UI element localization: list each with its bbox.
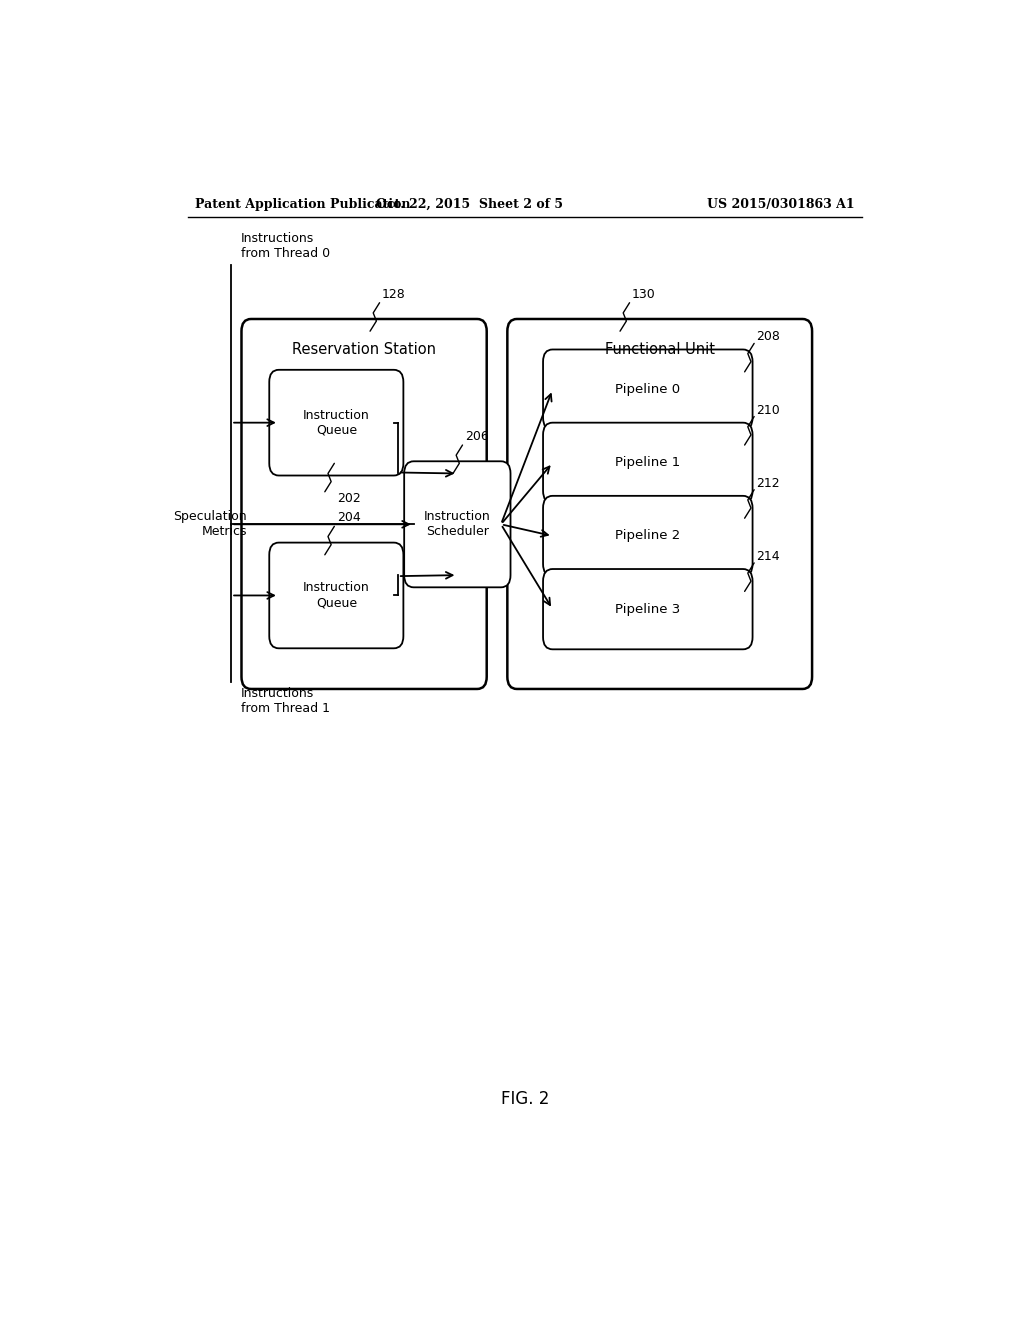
Text: Speculation
Metrics: Speculation Metrics [173,511,247,539]
FancyBboxPatch shape [269,543,403,648]
Text: Reservation Station: Reservation Station [292,342,436,356]
FancyBboxPatch shape [543,569,753,649]
Text: 210: 210 [757,404,780,417]
Text: 202: 202 [337,492,360,504]
FancyBboxPatch shape [507,319,812,689]
Text: 206: 206 [465,430,488,444]
FancyBboxPatch shape [543,350,753,430]
Text: Functional Unit: Functional Unit [605,342,715,356]
Text: Instructions
from Thread 0: Instructions from Thread 0 [241,232,330,260]
Text: Instructions
from Thread 1: Instructions from Thread 1 [241,686,330,715]
Text: 208: 208 [757,330,780,343]
FancyBboxPatch shape [543,422,753,503]
Text: 204: 204 [337,511,360,524]
Text: Pipeline 2: Pipeline 2 [615,529,680,543]
Text: 130: 130 [632,288,655,301]
Text: Instruction
Queue: Instruction Queue [303,409,370,437]
Text: Instruction
Scheduler: Instruction Scheduler [424,511,490,539]
Text: US 2015/0301863 A1: US 2015/0301863 A1 [707,198,854,211]
FancyBboxPatch shape [269,370,403,475]
FancyBboxPatch shape [543,496,753,576]
Text: Pipeline 1: Pipeline 1 [615,457,680,470]
Text: Pipeline 0: Pipeline 0 [615,383,680,396]
Text: 212: 212 [757,477,780,490]
FancyBboxPatch shape [242,319,486,689]
Text: 214: 214 [757,550,780,562]
Text: Pipeline 3: Pipeline 3 [615,603,680,615]
FancyBboxPatch shape [404,461,511,587]
Text: Oct. 22, 2015  Sheet 2 of 5: Oct. 22, 2015 Sheet 2 of 5 [376,198,563,211]
Text: FIG. 2: FIG. 2 [501,1089,549,1107]
Text: Patent Application Publication: Patent Application Publication [196,198,411,211]
Text: 128: 128 [382,288,406,301]
Text: Instruction
Queue: Instruction Queue [303,581,370,610]
